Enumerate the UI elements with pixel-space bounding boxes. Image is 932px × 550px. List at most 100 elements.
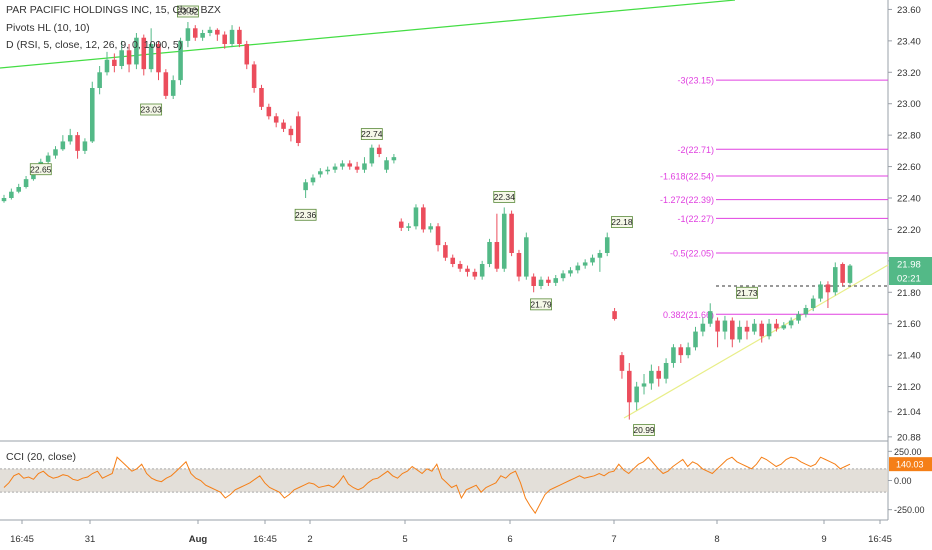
pivot-label-box: [611, 216, 633, 228]
candle: [288, 125, 294, 142]
fib-level-label: -1.618(22.54): [660, 172, 714, 182]
candle-body: [288, 128, 294, 136]
pivots-indicator-label[interactable]: Pivots HL (10, 10): [6, 22, 90, 34]
candle-body: [244, 44, 250, 65]
candle-body: [465, 268, 470, 272]
candle-body: [192, 28, 198, 38]
candle-body: [60, 141, 66, 150]
candle-body: [384, 160, 389, 170]
candle-body: [89, 88, 95, 142]
countdown-label: 02:21: [897, 274, 921, 285]
pivot-label: 22.74: [360, 128, 383, 140]
candle: [516, 249, 522, 282]
last-price-tag: [889, 257, 932, 271]
price-tick-label: 23.40: [897, 36, 921, 47]
candle: [524, 232, 529, 280]
candle-body: [148, 44, 154, 70]
candle: [156, 40, 161, 81]
candle: [1, 194, 7, 203]
pivot-label-box: [140, 103, 163, 116]
candle: [656, 366, 662, 387]
candle: [163, 69, 169, 99]
candle: [89, 81, 95, 143]
candle: [362, 157, 367, 173]
candle-body: [803, 308, 809, 315]
time-tick-label: 7: [611, 534, 616, 545]
candle: [178, 37, 183, 85]
candle-body: [340, 163, 345, 167]
candle: [141, 34, 147, 76]
candle: [266, 103, 272, 120]
candle: [443, 242, 448, 261]
candle: [759, 320, 765, 343]
candle-body: [546, 279, 551, 283]
candle: [722, 315, 728, 340]
candle-body: [509, 213, 514, 253]
fib-levels: -3(23.15) -2(22.71) -1.618(22.54) -1.272(22…: [660, 76, 888, 320]
cci-tick-label: 250.00: [894, 447, 922, 457]
symbol-title[interactable]: PAR PACIFIC HOLDINGS INC, 15, Cboe BZX: [6, 4, 221, 16]
cci-indicator-label[interactable]: CCI (20, close): [6, 451, 77, 463]
cci-line: [3, 456, 851, 515]
candle: [612, 308, 617, 321]
candle: [715, 317, 720, 348]
candle: [112, 53, 117, 73]
cci-pane: [0, 456, 888, 515]
candle: [604, 232, 610, 257]
candle-body: [700, 323, 706, 332]
candle-body: [531, 276, 536, 286]
candle-body: [53, 149, 58, 156]
candle: [619, 352, 625, 379]
candle: [251, 61, 257, 93]
candle-body: [67, 135, 73, 142]
pivot-label: 22.18: [611, 216, 633, 228]
candle-body: [97, 72, 102, 88]
candle-body: [273, 116, 279, 123]
candle: [494, 213, 500, 272]
candle-body: [501, 213, 507, 269]
candle: [273, 113, 279, 128]
candle-body: [744, 326, 750, 332]
candle: [457, 260, 463, 272]
candle-body: [553, 278, 559, 283]
pivot-label: 23.52: [177, 5, 199, 18]
candle-body: [796, 314, 801, 321]
candle: [119, 40, 124, 70]
last-price-label: 21.98: [897, 260, 921, 271]
candle-body: [752, 323, 757, 332]
candle-body: [406, 226, 411, 228]
candle: [200, 29, 205, 41]
fib-level-label: -2(22.71): [677, 145, 714, 155]
fib-level-label: -1(22.27): [677, 214, 714, 224]
time-tick-label: 2: [307, 534, 312, 545]
candle: [391, 154, 397, 164]
candle: [295, 111, 301, 147]
candle: [546, 276, 551, 286]
fib-level-label: -3(23.15): [677, 76, 714, 86]
candle: [310, 174, 316, 186]
candle-body: [325, 169, 330, 172]
candle: [744, 320, 750, 340]
price-tick-label: 22.60: [897, 162, 921, 173]
cci-tick-label: -250.00: [894, 505, 925, 515]
pivot-label-text: 21.73: [736, 288, 758, 298]
pivot-labels: 22.65 23.03 23.52 22.36 22.74 22.34 21.79 22.18…: [29, 5, 758, 436]
price-tick-label: 21.80: [897, 288, 921, 299]
candle-body: [538, 279, 544, 286]
candle: [45, 152, 51, 164]
pivot-label-box: [736, 286, 758, 299]
pivot-label-box: [493, 191, 516, 203]
price-tick-label: 23.20: [897, 68, 921, 79]
divergence-indicator-label[interactable]: D (RSI, 5, close, 12, 26, 9, 0, 1000, 5): [6, 39, 183, 51]
candle: [347, 160, 353, 170]
price-tick-label: 21.20: [897, 382, 921, 393]
candle-body: [200, 33, 205, 38]
candle-body: [627, 370, 632, 403]
time-tick-label: 16:45: [868, 534, 892, 545]
candle: [237, 26, 242, 48]
candle: [340, 160, 345, 170]
pivot-label-box: [177, 5, 199, 18]
candle-body: [840, 264, 845, 283]
candle-body: [487, 242, 492, 264]
